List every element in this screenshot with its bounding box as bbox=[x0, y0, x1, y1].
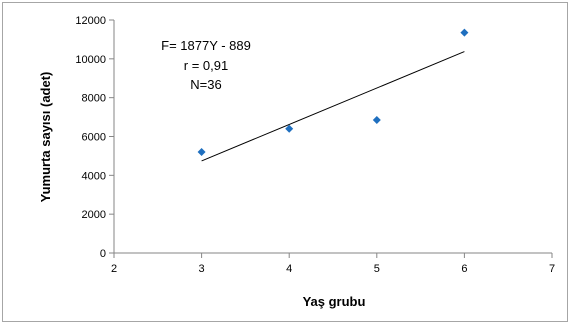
y-axis-ticks: 0 2000 4000 6000 8000 10000 12000 bbox=[75, 15, 114, 260]
equation-label: F= 1877Y - 889 bbox=[161, 38, 251, 53]
y-tick-label: 2000 bbox=[82, 209, 106, 221]
x-tick-label: 6 bbox=[461, 263, 467, 275]
x-tick-label: 7 bbox=[549, 263, 555, 275]
chart-frame: 2 3 4 5 6 7 0 2000 4000 6000 8000 10000 12000 F= 18… bbox=[2, 2, 568, 322]
y-tick-label: 4000 bbox=[82, 170, 106, 182]
data-point bbox=[372, 115, 381, 124]
data-points bbox=[197, 28, 469, 157]
data-point bbox=[197, 148, 206, 157]
scatter-chart: 2 3 4 5 6 7 0 2000 4000 6000 8000 10000 12000 F= 18… bbox=[38, 15, 555, 309]
x-tick-label: 3 bbox=[199, 263, 205, 275]
data-point bbox=[460, 28, 469, 37]
x-axis-title: Yaş grubu bbox=[303, 294, 366, 309]
trendline bbox=[201, 51, 465, 162]
sample-size-label: N=36 bbox=[190, 77, 221, 92]
x-tick-label: 2 bbox=[111, 263, 117, 275]
x-tick-label: 5 bbox=[374, 263, 380, 275]
y-tick-label: 12000 bbox=[75, 15, 106, 27]
data-point bbox=[285, 124, 294, 133]
y-tick-label: 6000 bbox=[82, 132, 106, 144]
y-tick-label: 10000 bbox=[75, 54, 106, 66]
y-tick-label: 8000 bbox=[82, 93, 106, 105]
y-axis-title: Yumurta sayısı (adet) bbox=[38, 72, 53, 203]
correlation-label: r = 0,91 bbox=[184, 58, 228, 73]
x-tick-label: 4 bbox=[286, 263, 292, 275]
x-axis-ticks: 2 3 4 5 6 7 bbox=[111, 253, 555, 275]
y-tick-label: 0 bbox=[100, 248, 106, 260]
